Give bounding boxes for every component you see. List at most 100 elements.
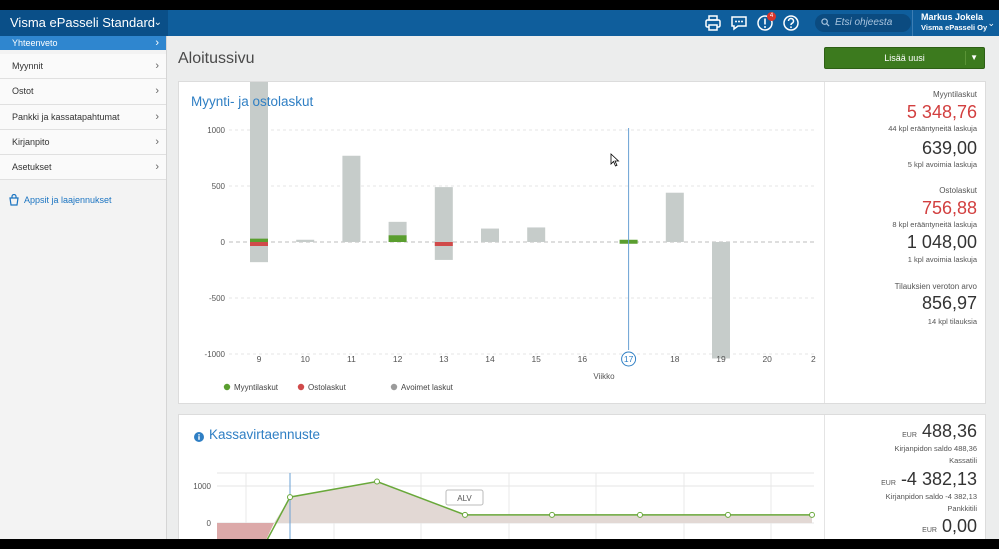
chevron-right-icon: › [155,161,159,174]
bank-balance-value: -4 382,13 [900,469,977,489]
bar-open-invoices [481,228,499,242]
chevron-right-icon: › [155,85,159,98]
cash-ledger-note: Kirjanpidon saldo 488,36 [894,444,977,453]
sidebar-item-label: Asetukset [12,162,52,173]
bar-purchase-invoices [434,242,453,246]
bar-open-invoices [250,82,268,242]
sidebar-item-ostot[interactable]: Ostot › [0,79,166,105]
bar-open-invoices-negative [250,242,268,263]
y-tick-label: -500 [209,294,226,303]
search-placeholder: Etsi ohjeesta [835,17,893,28]
x-tick-label: 20 [762,354,772,364]
cash-balance-value: 488,36 [921,421,977,441]
bank-account-label: Pankkitili [947,504,977,513]
orders-label: Tilauksien veroton arvo [894,282,977,291]
purchases-open-amount[interactable]: 1 048,00 [906,232,977,252]
bar-open-invoices [527,227,546,242]
cashflow-card: 1000 0 ALV Kassavirtaennuste EUR 488,36 Ki… [178,414,986,539]
positive-area [274,481,812,523]
y-tick-label: 0 [221,238,226,247]
currency-label: EUR [881,480,896,487]
apps-link[interactable]: Appsit ja laajennukset [8,193,112,206]
sidebar: Yhteenveto › Myynnit › Ostot › Pankki ja… [0,36,167,539]
x-tick-label: 2 [811,354,816,364]
search-input[interactable]: Etsi ohjeesta [815,14,911,32]
x-axis-label: Viikko [593,372,615,381]
sidebar-item-myynnit[interactable]: Myynnit › [0,54,166,80]
print-icon[interactable] [704,14,722,32]
bar-open-invoices [296,239,315,242]
sales-open-amount[interactable]: 639,00 [921,138,977,158]
sidebar-item-yhteenveto[interactable]: Yhteenveto › [0,36,166,50]
y-tick-label: 0 [207,519,212,528]
sales-summary-panel: Myyntilaskut 5 348,76 44 kpl erääntyneit… [824,82,986,403]
top-bar: Visma ePasseli Standard ⌄ 4 Etsi ohjeest… [0,10,999,36]
purchases-overdue-amount[interactable]: 756,88 [921,198,977,218]
user-name: Markus Jokela [921,12,984,22]
bar-open-invoices [434,187,453,242]
search-icon [821,18,830,27]
bank-ledger-note: Kirjanpidon saldo -4 382,13 [885,492,977,501]
page-title: Aloitussivu [178,50,255,67]
cashflow-summary-panel: EUR 488,36 Kirjanpidon saldo 488,36 Kass… [824,415,986,539]
y-tick-label: 1000 [207,126,225,135]
card-title: Kassavirtaennuste [209,427,321,442]
data-point [725,511,731,518]
info-icon[interactable] [194,432,204,442]
sidebar-item-label: Yhteenveto [12,38,58,48]
currency-label: EUR [902,432,917,439]
data-point [637,511,643,518]
legend-dot [223,383,231,391]
shopping-bag-icon [9,193,19,206]
sales-overdue-amount[interactable]: 5 348,76 [906,102,977,122]
legend-label: Ostolaskut [308,383,347,392]
add-new-button[interactable]: Lisää uusi ▼ [824,47,985,69]
help-icon[interactable] [782,14,800,32]
bar-open-invoices-negative [712,242,730,359]
sidebar-item-kirjanpito[interactable]: Kirjanpito › [0,129,166,156]
data-point [549,511,555,518]
app-title: Visma ePasseli Standard [10,15,156,30]
bank-balance[interactable]: EUR -4 382,13 [881,469,977,490]
cash-balance[interactable]: EUR 488,36 [902,421,977,442]
chevron-right-icon: › [155,37,159,49]
sales-open-note: 5 kpl avoimia laskuja [907,160,977,169]
alert-icon[interactable] [756,14,774,32]
bar-open-invoices [665,192,684,242]
y-tick-label: 1000 [193,482,211,491]
sidebar-item-label: Kirjanpito [12,136,50,147]
sales-purchases-chart: 150010005000-500-1000-150091011121314151… [205,82,816,392]
notification-badge: 4 [767,12,776,21]
other-balance[interactable]: EUR 0,00 [922,516,977,537]
data-point [287,494,293,501]
other-balance-value: 0,00 [941,516,977,536]
cashflow-line [266,480,812,539]
x-tick-label: 13 [439,354,449,364]
x-tick-label: 12 [393,354,403,364]
x-tick-label: 10 [300,354,310,364]
x-tick-label: 18 [670,354,680,364]
chevron-right-icon: › [155,135,159,148]
legend-label: Myyntilaskut [234,383,279,392]
cash-account-label: Kassatili [949,456,977,465]
sidebar-item-label: Ostot [12,86,34,97]
legend-label: Avoimet laskut [401,383,454,392]
sidebar-item-label: Pankki ja kassatapahtumat [12,111,120,122]
y-tick-label: 500 [212,182,226,191]
orders-value[interactable]: 856,97 [921,293,977,313]
x-tick-label: 15 [531,354,541,364]
bar-open-invoices [342,155,361,242]
annotation-box [445,489,484,506]
app-switcher[interactable]: Visma ePasseli Standard ⌄ [0,10,168,36]
user-menu[interactable]: Markus Jokela Visma ePasseli Oy ⌄ [912,10,999,36]
sidebar-item-asetukset[interactable]: Asetukset › [0,155,166,181]
legend-dot [390,383,398,391]
sidebar-item-pankki[interactable]: Pankki ja kassatapahtumat › [0,104,166,130]
x-tick-label: 11 [347,354,356,364]
purchases-overdue-note: 8 kpl erääntyneitä laskuja [892,220,977,229]
currency-label: EUR [922,527,937,534]
y-tick-label: -1000 [205,350,226,359]
card-title: Myynti- ja ostolaskut [191,94,314,109]
chat-icon[interactable] [730,14,748,32]
add-new-label: Lisää uusi [884,53,925,63]
